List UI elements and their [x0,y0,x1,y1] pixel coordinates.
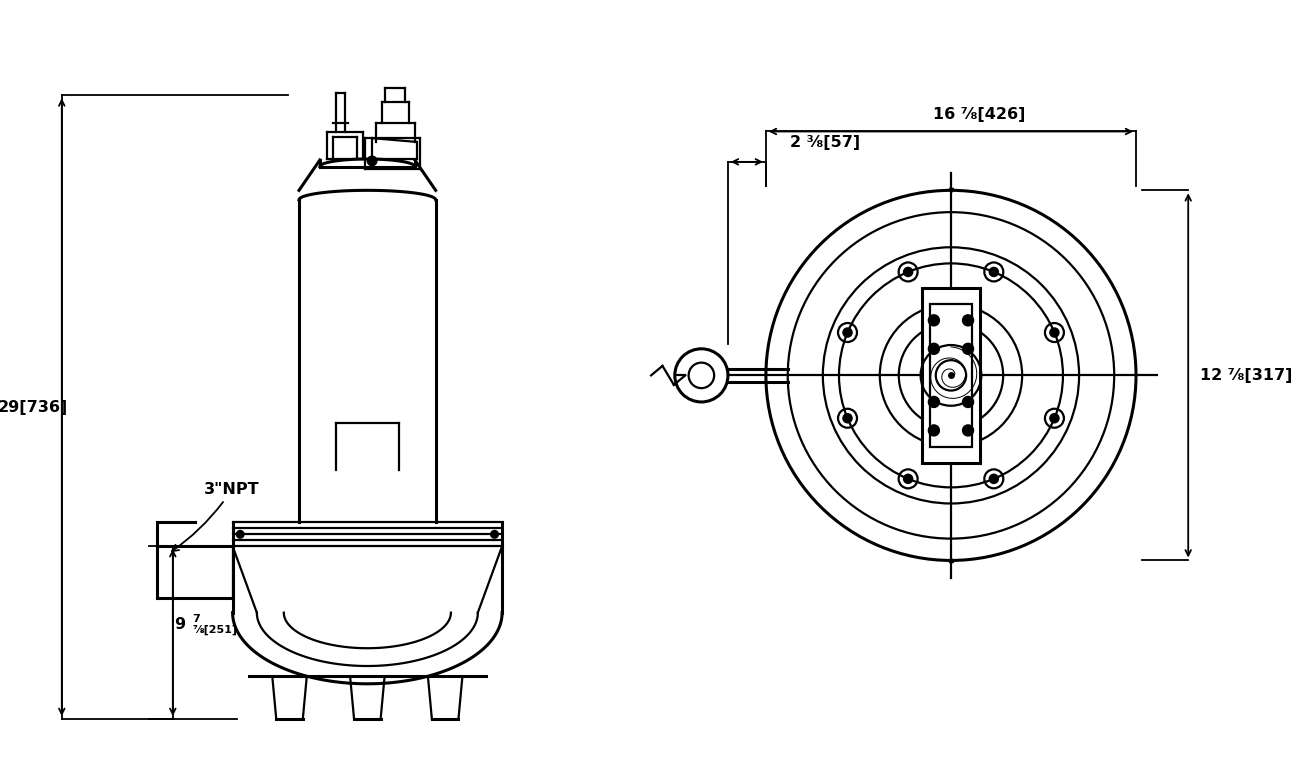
Text: 29[736]: 29[736] [0,399,69,415]
Text: 12 ⅞[317]: 12 ⅞[317] [1200,368,1292,383]
Circle shape [962,425,974,436]
Circle shape [1050,414,1060,423]
Circle shape [368,156,377,166]
Circle shape [989,474,998,483]
Text: 9: 9 [174,617,185,633]
Circle shape [989,268,998,276]
Circle shape [928,425,940,436]
Circle shape [490,531,498,538]
Text: 2 ⅜[57]: 2 ⅜[57] [789,135,859,151]
Circle shape [962,396,974,408]
Bar [930,304,972,447]
Circle shape [928,396,940,408]
Text: 16 ⅞[426]: 16 ⅞[426] [933,107,1026,122]
Text: ⅞[251]: ⅞[251] [192,624,238,635]
Circle shape [903,268,913,276]
Circle shape [962,343,974,354]
Circle shape [842,414,852,423]
Circle shape [928,315,940,326]
Text: 7: 7 [192,614,200,624]
Text: 3"NPT: 3"NPT [172,482,260,551]
Circle shape [962,315,974,326]
Circle shape [237,531,244,538]
Circle shape [1050,328,1060,337]
Circle shape [903,474,913,483]
Circle shape [928,343,940,354]
Circle shape [842,328,852,337]
Bar [922,288,980,463]
